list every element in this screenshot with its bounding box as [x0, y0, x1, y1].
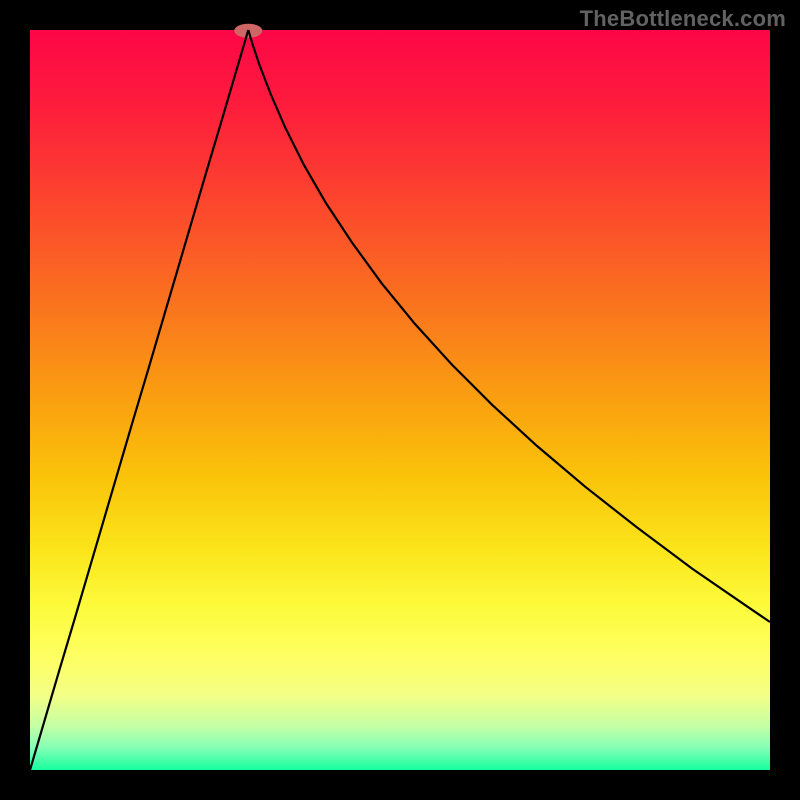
plot-background — [30, 30, 770, 770]
chart-container: TheBottleneck.com — [0, 0, 800, 800]
bottleneck-chart — [0, 0, 800, 800]
watermark-text: TheBottleneck.com — [580, 6, 786, 32]
